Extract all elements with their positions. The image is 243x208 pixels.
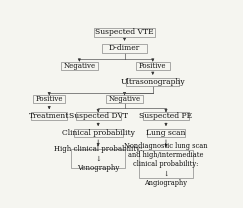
Text: Suspected PE: Suspected PE (139, 112, 192, 120)
Text: Negative: Negative (63, 62, 95, 70)
FancyBboxPatch shape (147, 129, 185, 137)
FancyBboxPatch shape (61, 62, 98, 70)
FancyBboxPatch shape (71, 149, 125, 168)
Text: Treatment: Treatment (29, 112, 69, 120)
FancyBboxPatch shape (76, 112, 121, 120)
Text: Positive: Positive (35, 95, 63, 103)
Text: High clinical probability:
↓
Venography: High clinical probability: ↓ Venography (54, 145, 142, 172)
FancyBboxPatch shape (33, 95, 65, 103)
Text: Nondiagnostic lung scan
and high/intermediate
clinical probability:
↓
Angiograph: Nondiagnostic lung scan and high/interme… (124, 142, 208, 187)
FancyBboxPatch shape (126, 78, 179, 86)
Text: Negative: Negative (108, 95, 141, 103)
FancyBboxPatch shape (136, 62, 170, 70)
Text: Lung scan: Lung scan (146, 129, 186, 137)
Text: Suspected DVT: Suspected DVT (69, 112, 128, 120)
FancyBboxPatch shape (106, 95, 143, 103)
Text: D-dimer: D-dimer (109, 44, 140, 52)
Text: Ultrasonography: Ultrasonography (121, 78, 185, 86)
FancyBboxPatch shape (31, 112, 67, 120)
FancyBboxPatch shape (102, 44, 147, 53)
FancyBboxPatch shape (143, 112, 189, 120)
Text: Suspected VTE: Suspected VTE (95, 28, 154, 36)
Text: Clinical probability: Clinical probability (62, 129, 135, 137)
FancyBboxPatch shape (94, 28, 155, 37)
FancyBboxPatch shape (139, 150, 193, 178)
Text: Positive: Positive (139, 62, 166, 70)
FancyBboxPatch shape (74, 129, 123, 137)
